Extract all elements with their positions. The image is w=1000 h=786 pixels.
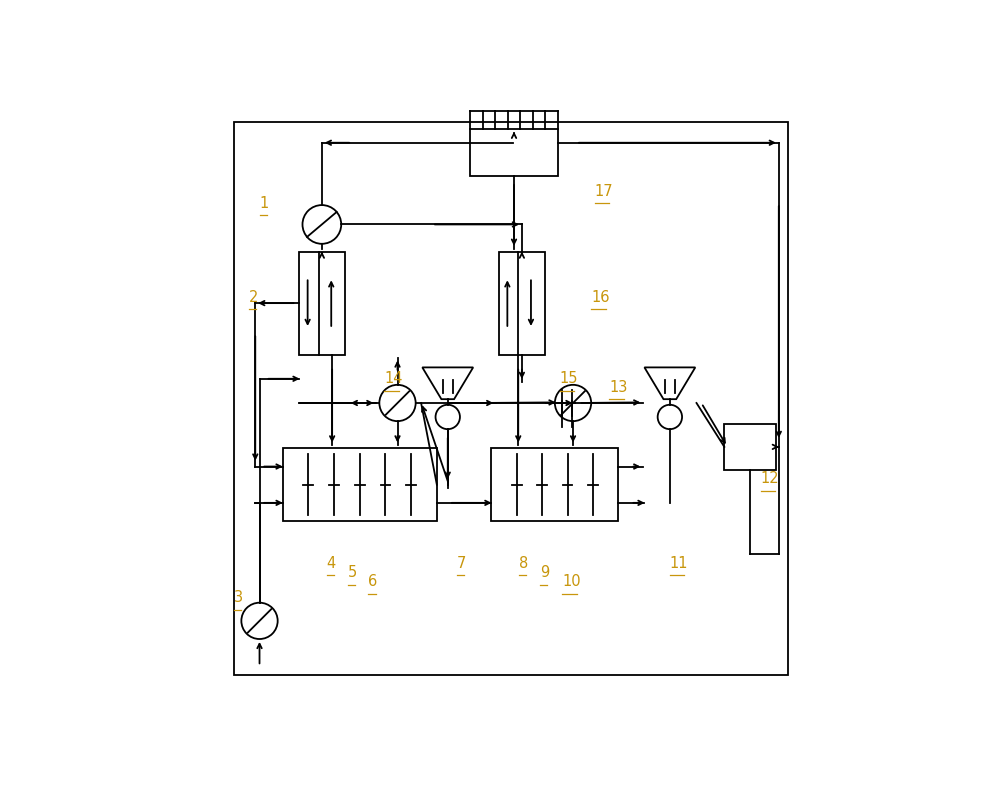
Text: 2: 2 <box>249 289 259 304</box>
Text: 16: 16 <box>591 289 610 304</box>
Bar <box>470 129 558 176</box>
Text: 17: 17 <box>595 184 613 199</box>
Text: 11: 11 <box>670 556 688 571</box>
Text: 10: 10 <box>562 574 581 589</box>
Bar <box>724 424 776 469</box>
Text: 13: 13 <box>609 380 628 395</box>
Bar <box>299 252 345 354</box>
Text: 15: 15 <box>560 371 578 386</box>
Bar <box>499 252 545 354</box>
Text: 14: 14 <box>384 371 403 386</box>
Text: 9: 9 <box>540 565 549 580</box>
Bar <box>491 448 618 521</box>
Text: 12: 12 <box>761 471 779 486</box>
Text: 8: 8 <box>519 556 528 571</box>
Text: 3: 3 <box>234 590 243 605</box>
Text: 6: 6 <box>368 574 378 589</box>
Text: 7: 7 <box>457 556 466 571</box>
Text: 1: 1 <box>260 196 269 211</box>
Bar <box>283 448 437 521</box>
Text: 4: 4 <box>327 556 336 571</box>
Text: 5: 5 <box>348 565 357 580</box>
